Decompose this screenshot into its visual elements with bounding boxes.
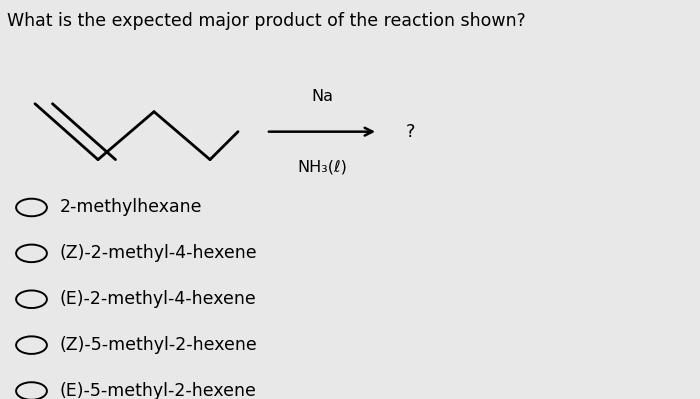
Text: Na: Na <box>311 89 333 104</box>
Text: NH₃(ℓ): NH₃(ℓ) <box>297 160 347 175</box>
Text: (E)-5-methyl-2-hexene: (E)-5-methyl-2-hexene <box>60 382 256 399</box>
Text: What is the expected major product of the reaction shown?: What is the expected major product of th… <box>7 12 526 30</box>
Text: 2-methylhexane: 2-methylhexane <box>60 198 202 217</box>
Text: ?: ? <box>406 122 416 141</box>
Text: (Z)-5-methyl-2-hexene: (Z)-5-methyl-2-hexene <box>60 336 258 354</box>
Text: (Z)-2-methyl-4-hexene: (Z)-2-methyl-4-hexene <box>60 244 257 263</box>
Text: (E)-2-methyl-4-hexene: (E)-2-methyl-4-hexene <box>60 290 256 308</box>
